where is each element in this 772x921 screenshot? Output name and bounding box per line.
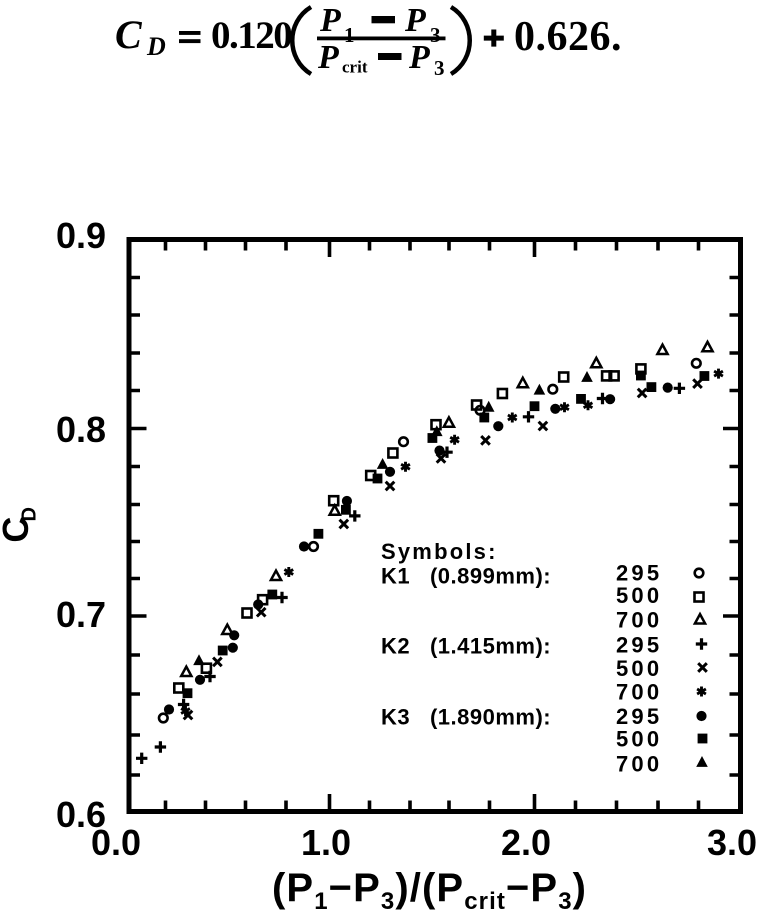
svg-text:P: P (404, 2, 426, 39)
svg-text:1: 1 (344, 23, 355, 47)
svg-text:500: 500 (616, 656, 662, 681)
svg-text:P: P (408, 39, 430, 76)
svg-text:295: 295 (616, 704, 662, 729)
svg-text:700: 700 (616, 608, 662, 633)
svg-text:3.0: 3.0 (707, 822, 757, 863)
svg-text:700: 700 (616, 680, 662, 705)
svg-text:D: D (146, 32, 166, 61)
svg-text:K2 (1.415mm):: K2 (1.415mm): (381, 634, 551, 659)
svg-text:0.0: 0.0 (91, 822, 141, 863)
svg-text:0.9: 0.9 (56, 215, 106, 256)
svg-text:K3 (1.890mm):: K3 (1.890mm): (381, 705, 551, 730)
svg-text:1.0: 1.0 (301, 822, 351, 863)
svg-text:D: D (19, 507, 41, 521)
svg-text:500: 500 (616, 583, 662, 608)
svg-text:Symbols:: Symbols: (381, 539, 498, 564)
svg-text:295: 295 (616, 561, 662, 586)
svg-text:P: P (319, 2, 341, 39)
svg-text:700: 700 (616, 752, 662, 777)
svg-text:0.8: 0.8 (56, 409, 106, 450)
svg-text:2.0: 2.0 (501, 822, 551, 863)
svg-text:(P1−P3)/(Pcrit−P3): (P1−P3)/(Pcrit−P3) (272, 866, 587, 915)
svg-text:295: 295 (616, 633, 662, 658)
svg-text:0.6: 0.6 (56, 794, 106, 835)
svg-text:C: C (115, 12, 143, 57)
svg-text:crit: crit (342, 58, 368, 77)
svg-text:0.626.: 0.626. (514, 14, 622, 60)
svg-text:0.7: 0.7 (56, 594, 106, 635)
svg-text:3: 3 (434, 56, 445, 80)
svg-text:500: 500 (616, 726, 662, 751)
svg-text:P: P (317, 39, 339, 76)
svg-text:C: C (0, 517, 36, 543)
svg-text:K1 (0.899mm):: K1 (0.899mm): (381, 564, 551, 589)
svg-text:0.120: 0.120 (211, 14, 292, 57)
svg-text:3: 3 (430, 23, 441, 47)
